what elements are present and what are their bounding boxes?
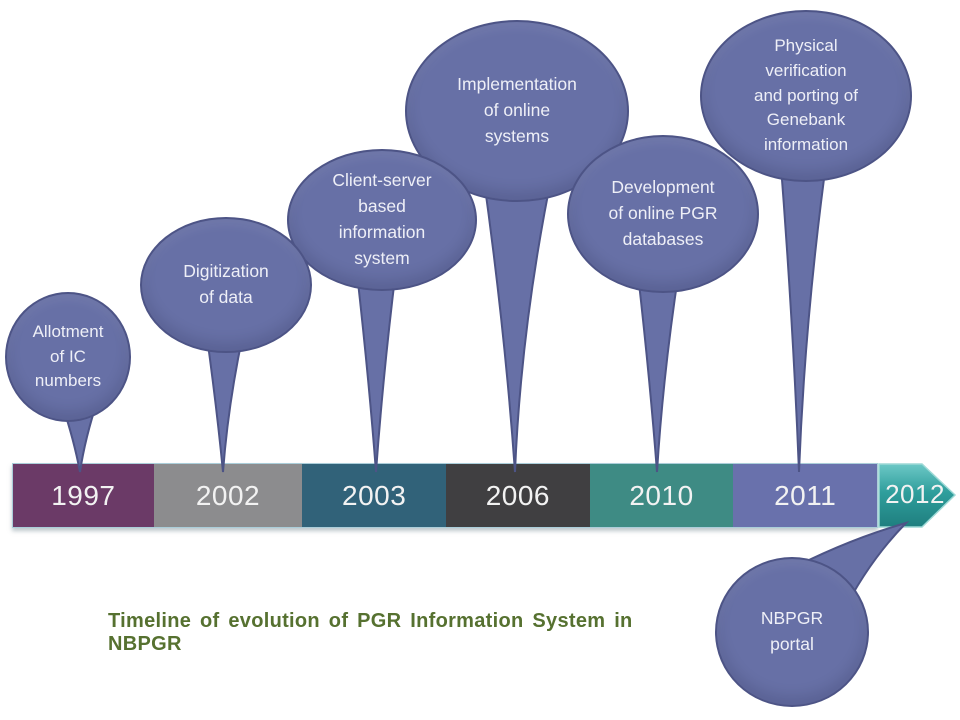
balloon-label-allotment: Allotment of IC numbers — [32, 322, 104, 391]
year-label-2012: 2012 — [885, 479, 945, 509]
year-label-1997: 1997 — [51, 479, 116, 511]
timeline-segment-2003: 2003 — [302, 464, 446, 527]
balloon-label-digitization: Digitization of data — [183, 261, 269, 307]
timeline-segment-2002: 2002 — [153, 464, 303, 527]
timeline-bar: 1997 2002 2003 2006 2010 2011 — [12, 463, 878, 528]
balloon-label-client-server: Client-server based information system — [332, 170, 432, 268]
balloon-tail-2002 — [205, 332, 245, 473]
balloon-label-development: Development of online PGR databases — [608, 177, 718, 249]
timeline-segment-2010: 2010 — [589, 464, 734, 527]
balloon-client-server-system: Client-server based information system — [287, 149, 477, 291]
balloon-allotment-ic-numbers: Allotment of IC numbers — [5, 292, 131, 422]
balloon-tail-2003 — [355, 267, 398, 473]
caption: Timeline of evolution of PGR Information… — [108, 610, 633, 655]
year-label-2010: 2010 — [629, 479, 694, 511]
year-label-2011: 2011 — [774, 479, 837, 511]
balloon-tail-2006 — [481, 167, 555, 473]
balloon-label-physical-verification: Physical verification and porting of Gen… — [754, 36, 858, 154]
timeline-segment-2011: 2011 — [733, 464, 878, 527]
year-label-2006: 2006 — [485, 479, 550, 511]
balloon-tail-2010 — [636, 268, 681, 473]
timeline-segment-1997: 1997 — [13, 464, 154, 527]
timeline-arrow-2012 — [878, 463, 957, 528]
balloon-development-pgr-databases: Development of online PGR databases — [567, 135, 759, 293]
year-label-2003: 2003 — [342, 479, 407, 511]
timeline-segment-2006: 2006 — [446, 464, 590, 527]
balloon-label-implementation: Implementation of online systems — [457, 74, 577, 146]
balloon-tail-2011 — [778, 147, 830, 473]
balloon-digitization-of-data: Digitization of data — [140, 217, 312, 353]
balloon-physical-verification: Physical verification and porting of Gen… — [700, 10, 912, 182]
year-label-2002: 2002 — [195, 479, 261, 511]
balloon-nbpgr-portal: NBPGR portal — [715, 557, 869, 707]
balloon-label-nbpgr-portal: NBPGR portal — [760, 608, 824, 654]
